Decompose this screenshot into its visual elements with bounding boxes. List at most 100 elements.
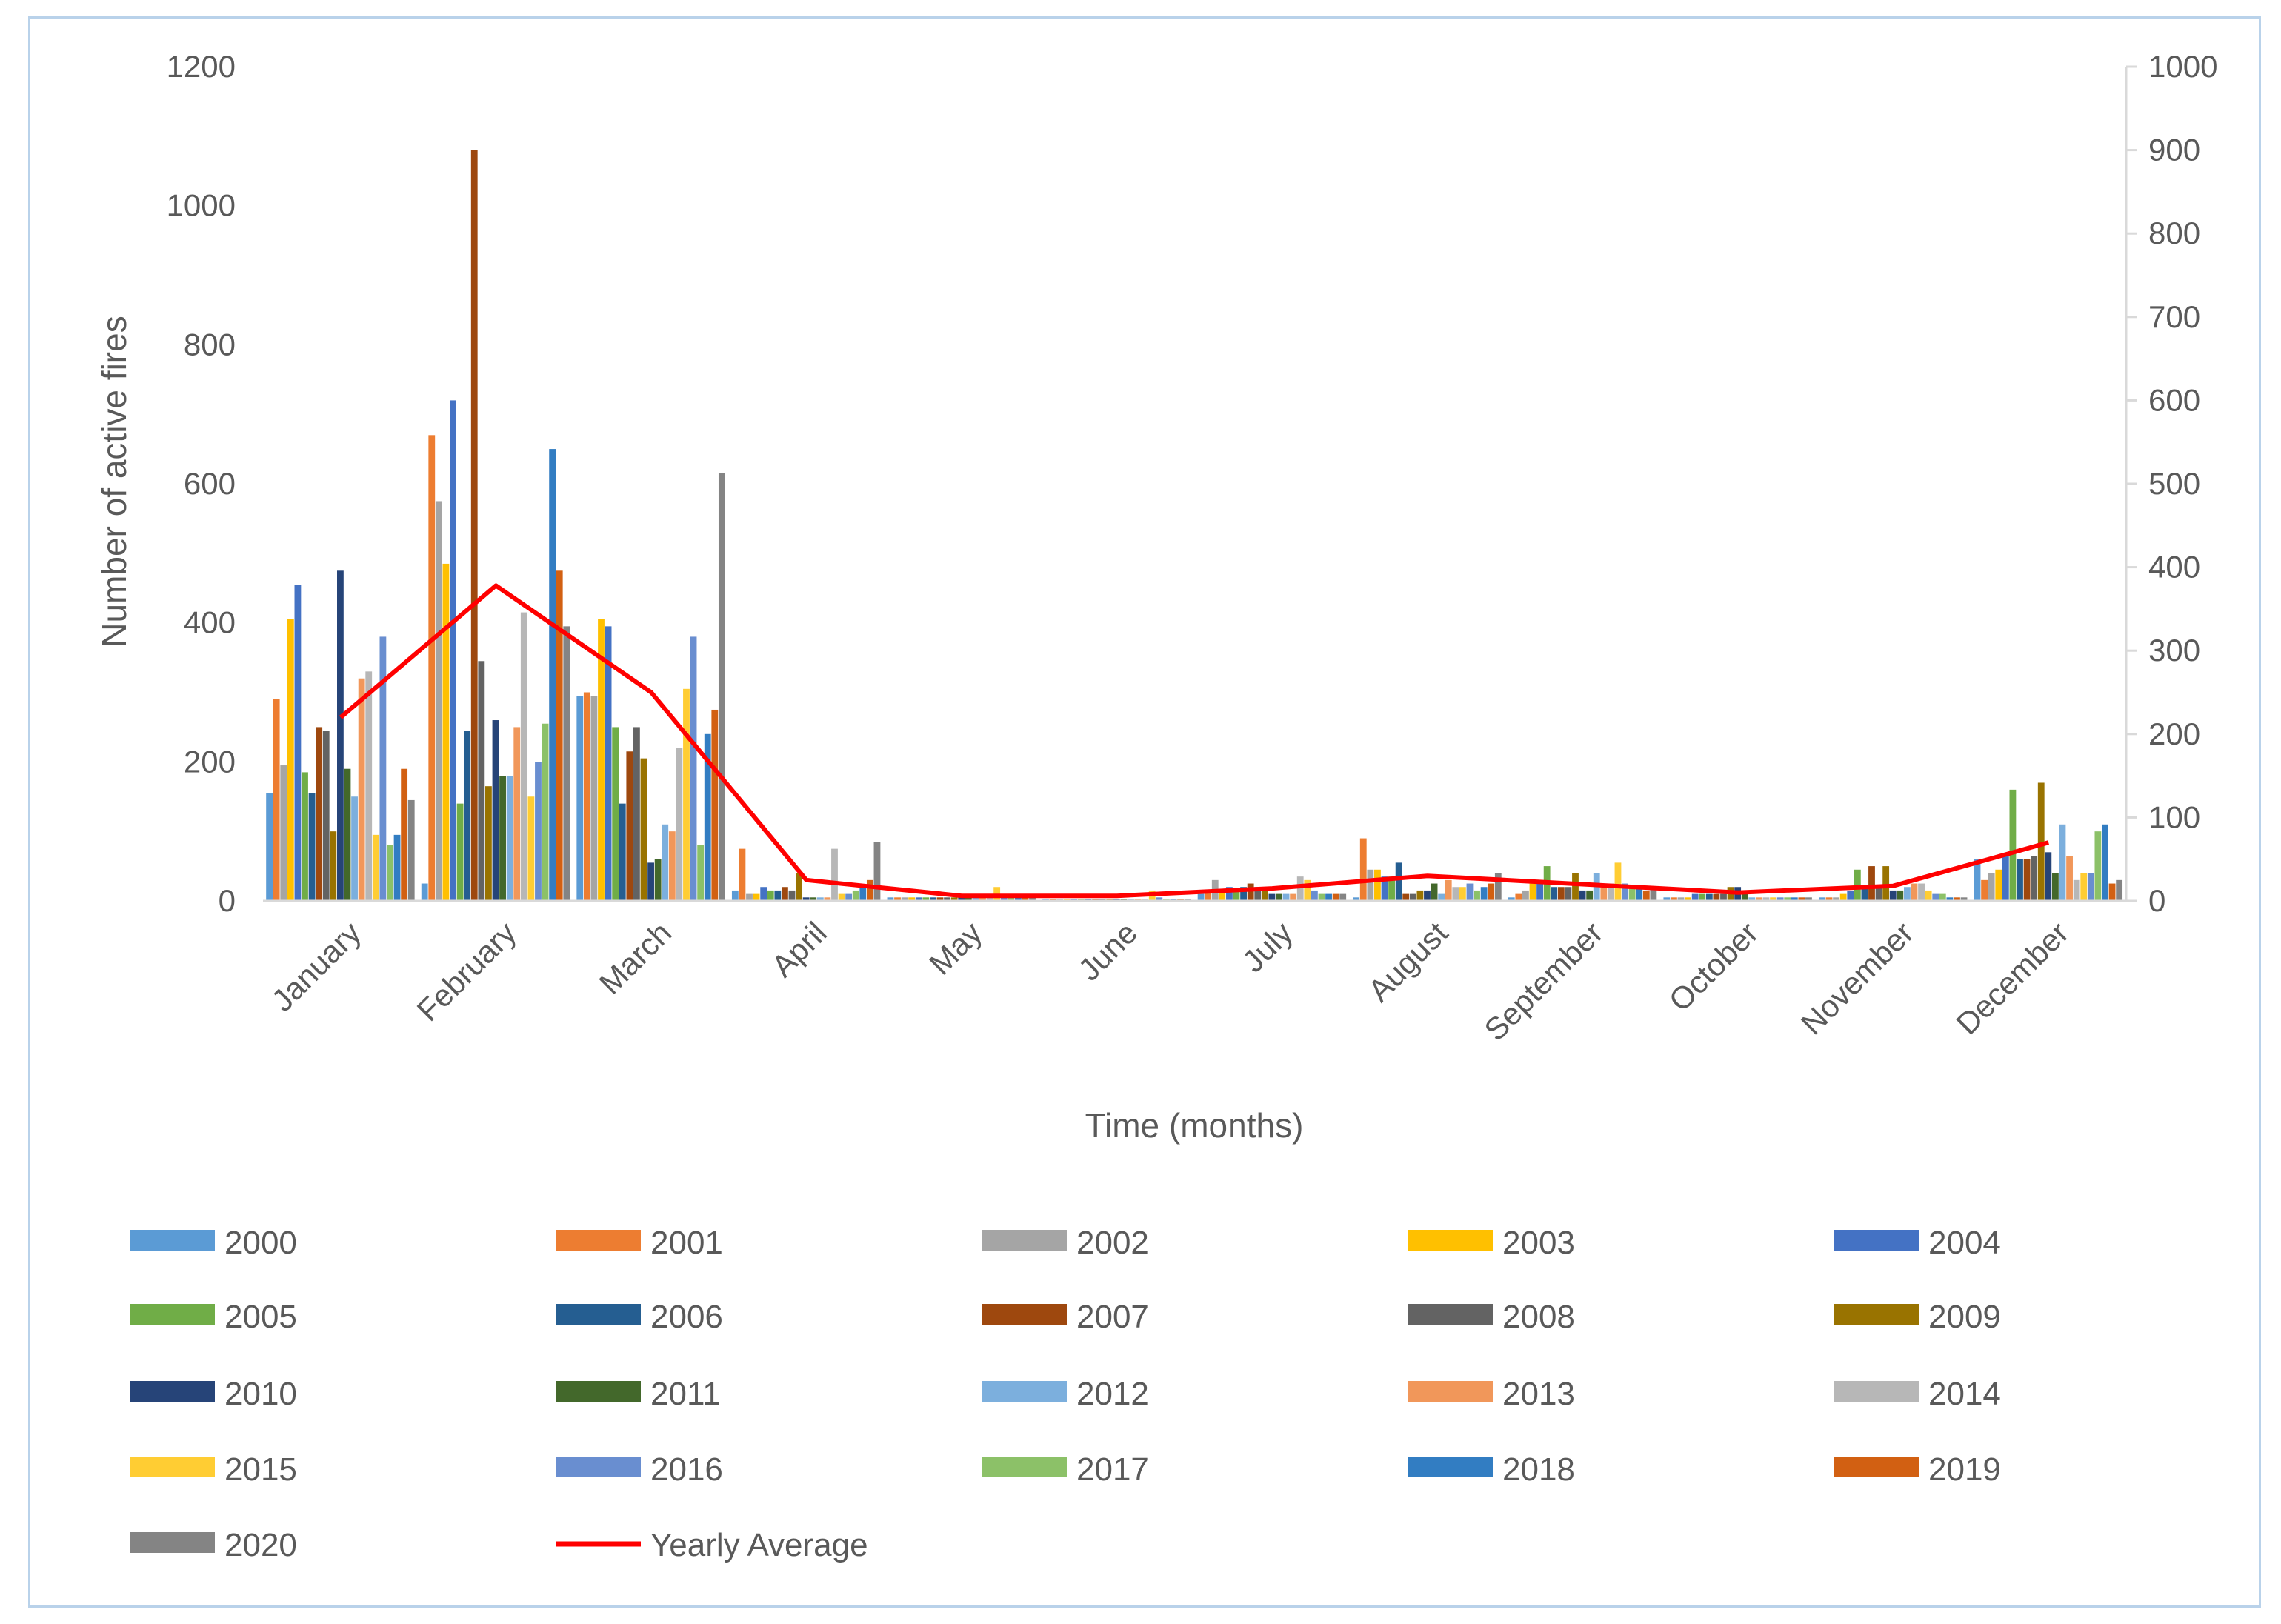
axes: 0 200 400 600 800 1000 1200 0 100 200 300 400 500 60… xyxy=(95,49,2217,1145)
bar-2006-may xyxy=(930,897,936,901)
legend-swatch-2018 xyxy=(1408,1457,1493,1477)
legend-swatch-2008 xyxy=(1408,1304,1493,1325)
bar-2014-january xyxy=(365,671,373,901)
bar-2010-february xyxy=(492,720,499,901)
x-tick-label: September xyxy=(1477,915,1610,1048)
bar-2012-august xyxy=(1438,893,1445,901)
bar-2011-april xyxy=(810,897,817,901)
bar-2009-december xyxy=(2037,782,2045,901)
y2-tick-label: 400 xyxy=(2148,550,2200,585)
bar-2008-december xyxy=(2031,856,2038,901)
y2-tick-label: 300 xyxy=(2148,633,2200,668)
bar-2005-march xyxy=(612,727,619,901)
bar-2014-march xyxy=(676,748,683,901)
bar-2003-may xyxy=(908,897,916,901)
yearly-average-line xyxy=(339,583,2050,899)
legend-label: 2001 xyxy=(650,1225,723,1261)
legend-swatch-2005 xyxy=(130,1304,215,1325)
x-tick-label: April xyxy=(765,915,833,984)
bar-2000-december xyxy=(1974,859,1981,901)
bar-2007-november xyxy=(1868,866,1875,901)
legend-label: 2000 xyxy=(224,1225,297,1261)
bar-2017-august xyxy=(1474,890,1480,901)
bar-2012-february xyxy=(506,776,513,901)
bar-2019-march xyxy=(711,709,719,901)
legend-swatch-2020 xyxy=(130,1532,215,1553)
bar-2014-february xyxy=(520,612,527,901)
bar-2014-november xyxy=(1918,883,1925,901)
bar-2012-october xyxy=(1748,897,1756,901)
plot-area xyxy=(266,150,2123,902)
bar-2010-july xyxy=(1268,893,1276,901)
bar-2001-august xyxy=(1359,838,1367,901)
bar-2011-march xyxy=(654,859,662,901)
bar-2003-january xyxy=(287,619,294,901)
bar-2006-january xyxy=(308,793,316,901)
y2-tick-label: 900 xyxy=(2148,133,2200,167)
bar-2005-february xyxy=(456,803,464,901)
y2-tick-label: 800 xyxy=(2148,216,2200,250)
bar-2001-december xyxy=(1981,879,1988,901)
x-tick-label: January xyxy=(264,915,367,1018)
legend-swatch-2000 xyxy=(130,1230,215,1251)
bar-2005-january xyxy=(302,772,308,901)
bar-2008-july xyxy=(1254,887,1262,901)
bar-2001-march xyxy=(583,692,590,901)
y2-tick-label: 600 xyxy=(2148,382,2200,417)
bar-2020-april xyxy=(873,842,881,901)
bar-2006-august xyxy=(1395,862,1402,901)
bar-2002-december xyxy=(1988,873,1995,901)
bar-2014-august xyxy=(1452,887,1459,901)
bar-2016-july xyxy=(1311,890,1318,901)
bar-2004-september xyxy=(1536,879,1543,901)
bar-2014-may xyxy=(986,897,993,901)
legend-label: 2005 xyxy=(224,1299,297,1335)
bar-2019-july xyxy=(1332,893,1339,901)
bar-2003-november xyxy=(1839,893,1847,901)
bar-2017-december xyxy=(2094,831,2102,901)
bar-2017-january xyxy=(387,845,393,901)
bar-2000-november xyxy=(1819,897,1825,901)
bar-2020-march xyxy=(718,473,725,901)
bar-2000-may xyxy=(887,897,894,901)
bar-2015-november xyxy=(1925,890,1932,901)
bar-2019-april xyxy=(866,879,873,901)
bar-2014-april xyxy=(831,848,838,902)
bar-2011-october xyxy=(1741,893,1748,901)
legend-label: 2014 xyxy=(1928,1376,2001,1412)
bar-2012-january xyxy=(351,796,358,901)
legend-label: 2009 xyxy=(1928,1299,2001,1335)
bar-2019-january xyxy=(401,768,408,901)
bar-2004-october xyxy=(1691,893,1699,901)
bar-2008-september xyxy=(1565,887,1572,901)
bar-2003-october xyxy=(1685,897,1691,901)
legend-label: 2008 xyxy=(1502,1299,1575,1335)
legend-swatch-2012 xyxy=(982,1381,1067,1402)
bar-2020-october xyxy=(1805,897,1812,901)
bar-2018-november xyxy=(1946,897,1954,901)
bar-2014-july xyxy=(1296,876,1304,901)
bar-2014-december xyxy=(2073,879,2080,901)
y2-tick-label: 100 xyxy=(2148,799,2200,834)
bar-2002-august xyxy=(1367,869,1374,901)
bar-2002-november xyxy=(1833,897,1839,901)
bar-2017-february xyxy=(542,723,549,901)
bar-2001-february xyxy=(428,435,436,901)
bar-2014-october xyxy=(1762,897,1770,901)
bar-2008-april xyxy=(788,890,796,901)
bar-2017-may xyxy=(1008,897,1015,901)
bar-2007-april xyxy=(782,887,788,901)
bar-2007-march xyxy=(626,751,633,901)
bar-2003-december xyxy=(1995,869,2002,901)
bar-2011-february xyxy=(499,776,506,901)
bar-2000-july xyxy=(1197,893,1205,901)
bar-2010-april xyxy=(802,897,810,901)
bar-2010-december xyxy=(2045,852,2052,901)
bar-2013-february xyxy=(513,727,521,901)
bar-2013-august xyxy=(1445,879,1452,901)
x-axis-title: Time (months) xyxy=(1085,1106,1304,1145)
bar-2001-september xyxy=(1515,893,1522,901)
y2-tick-label: 0 xyxy=(2148,883,2165,918)
x-tick-label: October xyxy=(1662,915,1765,1018)
bar-2017-november xyxy=(1939,893,1946,901)
